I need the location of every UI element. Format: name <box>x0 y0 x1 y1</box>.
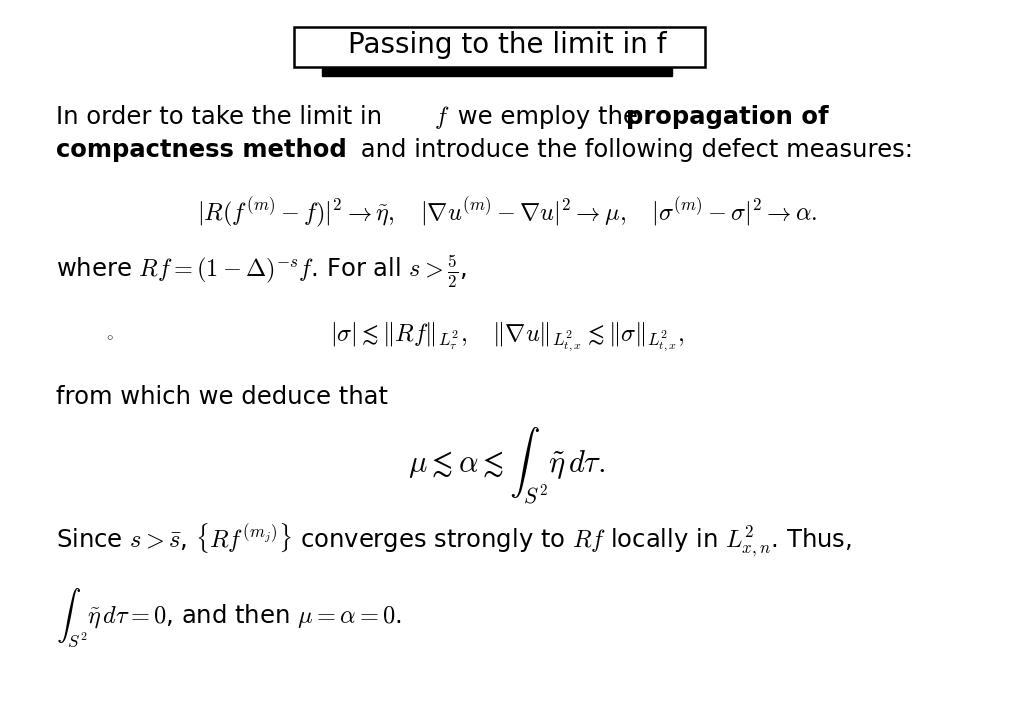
Text: and introduce the following defect measures:: and introduce the following defect measu… <box>353 138 913 162</box>
Text: In order to take the limit in: In order to take the limit in <box>56 105 389 130</box>
Text: compactness method: compactness method <box>56 138 347 162</box>
Bar <box>322 56 672 76</box>
FancyBboxPatch shape <box>294 27 705 67</box>
Text: Since $s>\bar{s}$, $\{Rf^{(m_j)}\}$ converges strongly to $Rf$ locally in $L^{2}: Since $s>\bar{s}$, $\{Rf^{(m_j)}\}$ conv… <box>56 521 852 559</box>
Text: where $Rf=(1-\Delta)^{-s}f$. For all $s>\frac{5}{2}$,: where $Rf=(1-\Delta)^{-s}f$. For all $s>… <box>56 254 466 290</box>
Text: $\circ$: $\circ$ <box>105 331 114 344</box>
Text: $|R(f^{(m)}-f)|^{2}\rightarrow\tilde{\eta},\quad|\nabla u^{(m)}-\nabla u|^{2}\ri: $|R(f^{(m)}-f)|^{2}\rightarrow\tilde{\et… <box>197 195 817 228</box>
Text: propagation of: propagation of <box>626 105 828 130</box>
Text: Passing to the limit in f: Passing to the limit in f <box>348 31 666 59</box>
Text: from which we deduce that: from which we deduce that <box>56 384 387 409</box>
Text: $|\sigma|\lesssim\|Rf\|_{L^{2}_{\tau}},\quad\|\nabla u\|_{L^{2}_{t,x}}\lesssim\|: $|\sigma|\lesssim\|Rf\|_{L^{2}_{\tau}},\… <box>330 320 684 354</box>
Text: $\int_{S^{2}}\tilde{\eta}\,d\tau=0$, and then $\mu=\alpha=0$.: $\int_{S^{2}}\tilde{\eta}\,d\tau=0$, and… <box>56 587 402 649</box>
Text: we employ the: we employ the <box>450 105 646 130</box>
Text: $\mu\lesssim\alpha\lesssim\int_{S^{2}}\tilde{\eta}\,d\tau.$: $\mu\lesssim\alpha\lesssim\int_{S^{2}}\t… <box>409 425 605 506</box>
Text: $f$: $f$ <box>434 104 450 131</box>
